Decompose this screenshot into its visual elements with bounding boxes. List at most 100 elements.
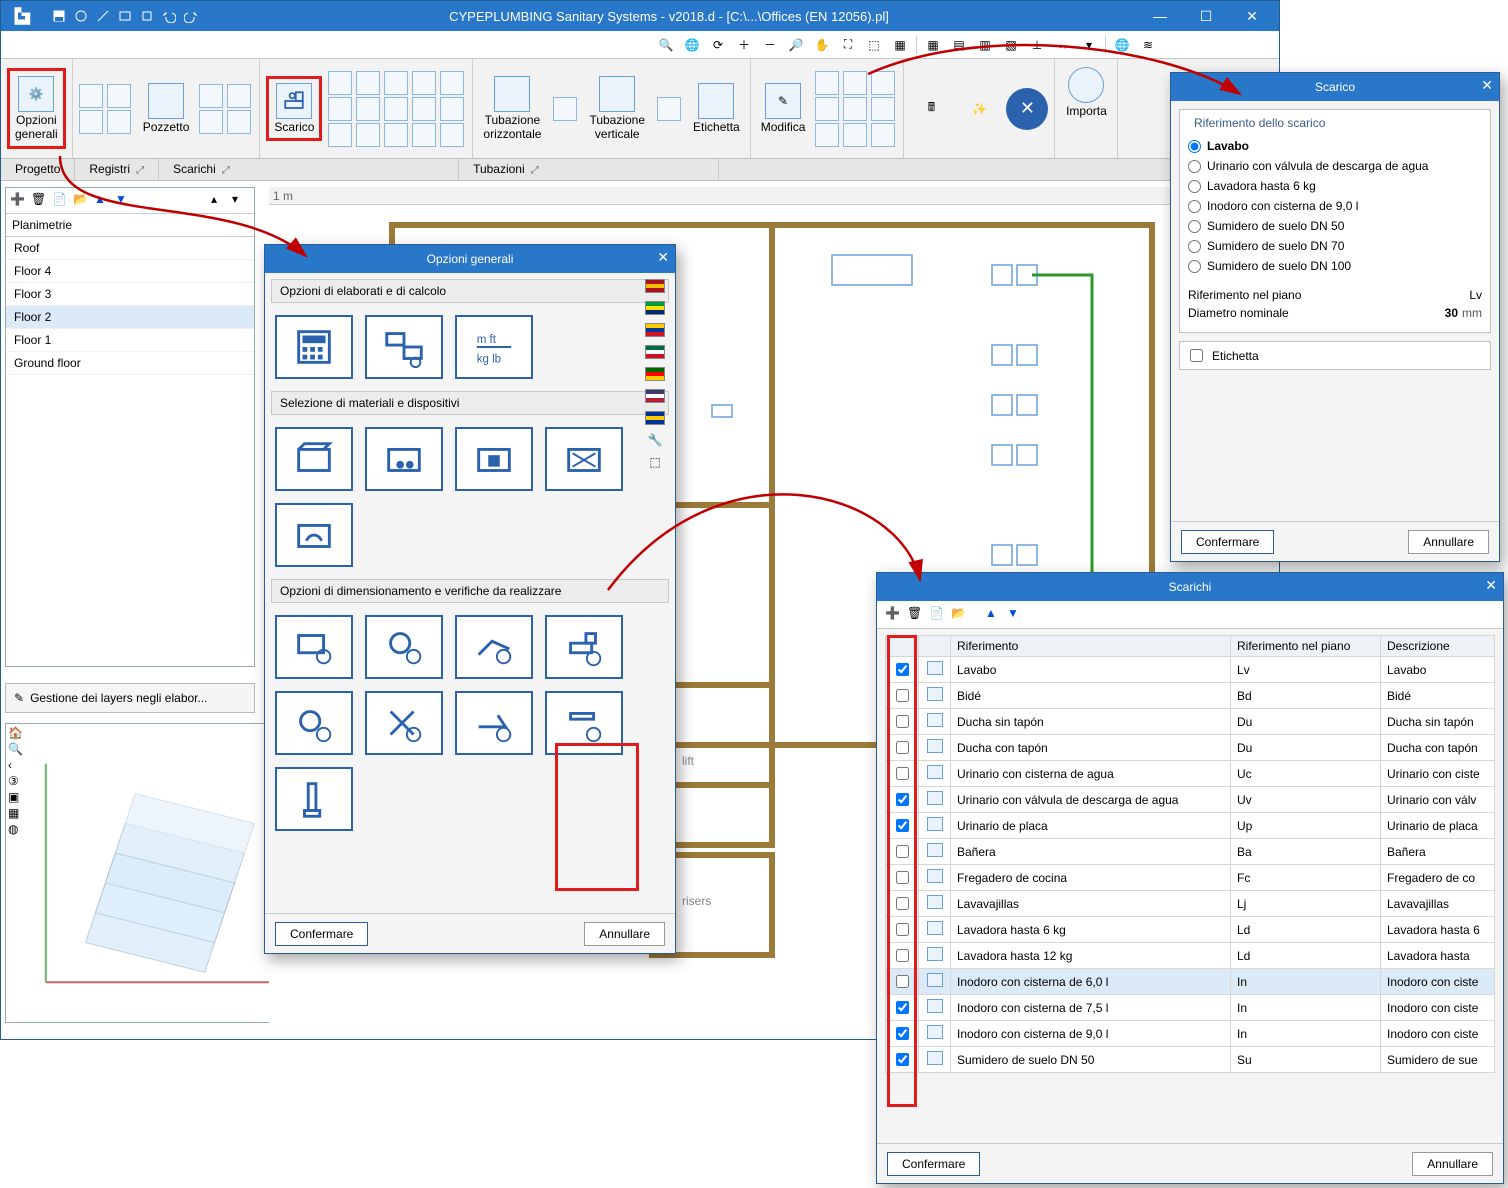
og-dim-9-icon[interactable]	[275, 767, 353, 831]
tool-zoom-out-icon[interactable]: －	[760, 35, 780, 55]
tool-grid2-icon[interactable]: ▤	[949, 35, 969, 55]
tool-more-icon[interactable]: ▾	[1079, 35, 1099, 55]
tool-fit-icon[interactable]: ⛶	[838, 35, 858, 55]
tool-layers-icon[interactable]: ≋	[1138, 35, 1158, 55]
og-calc-options-icon[interactable]	[275, 315, 353, 379]
add-icon[interactable]: ➕	[10, 192, 28, 210]
modifica-sub-icon[interactable]	[815, 123, 839, 147]
opzioni-generali-button[interactable]: ⚙️ Opzioni generali	[11, 72, 62, 144]
tool-globe-icon[interactable]: 🌐	[682, 35, 702, 55]
scarico-close-button[interactable]: ✕	[1481, 77, 1493, 94]
scarico-sub-icon[interactable]	[356, 123, 380, 147]
qat-btn-4-icon[interactable]	[115, 6, 135, 26]
tool-grid-icon[interactable]: ▦	[923, 35, 943, 55]
scarico-radio-row[interactable]: Sumidero de suelo DN 50	[1188, 216, 1482, 236]
pozzetto-sub-icon[interactable]	[79, 84, 103, 108]
tool-search-icon[interactable]: 🔎	[786, 35, 806, 55]
scarico-radio-row[interactable]: Urinario con válvula de descarga de agua	[1188, 156, 1482, 176]
open-icon[interactable]: 📂	[73, 192, 91, 210]
etichetta-row[interactable]: Etichetta	[1179, 341, 1491, 370]
og-dim-7-icon[interactable]	[455, 691, 533, 755]
tool-dim-icon[interactable]: ↔	[1053, 35, 1073, 55]
pozzetto-sub-icon[interactable]	[107, 84, 131, 108]
table-row[interactable]: LavavajillasLjLavavajillas	[886, 891, 1495, 917]
scarico-sub-icon[interactable]	[384, 97, 408, 121]
expand-icon[interactable]: ▾	[232, 192, 250, 210]
og-dim-2-icon[interactable]	[365, 615, 443, 679]
og-layout-options-icon[interactable]	[365, 315, 443, 379]
table-row[interactable]: BidéBdBidé	[886, 683, 1495, 709]
og-confirm-button[interactable]: Confermare	[275, 922, 368, 946]
table-row[interactable]: Inodoro con cisterna de 9,0 lInInodoro c…	[886, 1021, 1495, 1047]
scarico-radio-row[interactable]: Sumidero de suelo DN 100	[1188, 256, 1482, 276]
tool-find-icon[interactable]: 🔍	[656, 35, 676, 55]
etichetta-button[interactable]: Etichetta	[689, 79, 744, 138]
table-row[interactable]: Urinario de placaUpUrinario de placa	[886, 813, 1495, 839]
pipe-sub-icon[interactable]	[553, 97, 577, 121]
window-close-button[interactable]: ✕	[1229, 1, 1275, 31]
og-material-1-icon[interactable]	[275, 427, 353, 491]
dialog-launcher-icon[interactable]: ⤢	[222, 165, 230, 176]
collapse-icon[interactable]: ▴	[211, 192, 229, 210]
pipe-sub-icon[interactable]	[657, 97, 681, 121]
tree-item[interactable]: Floor 2	[6, 306, 254, 329]
calc-icon[interactable]: 🖩	[910, 88, 952, 130]
pozzetto-sub-icon[interactable]	[199, 84, 223, 108]
scarico-radio-row[interactable]: Inodoro con cisterna de 9,0 l	[1188, 196, 1482, 216]
pozzetto-sub-icon[interactable]	[227, 110, 251, 134]
view3d-tool-icon[interactable]: ▦	[8, 806, 23, 820]
tree-item[interactable]: Ground floor	[6, 352, 254, 375]
flag-icon[interactable]	[645, 411, 665, 425]
modifica-sub-icon[interactable]	[871, 71, 895, 95]
table-row[interactable]: Ducha con tapónDuDucha con tapón	[886, 735, 1495, 761]
scarico-sub-icon[interactable]	[356, 71, 380, 95]
view3d-tool-icon[interactable]: ▣	[8, 790, 23, 804]
tab-progetto[interactable]: Progetto	[1, 159, 75, 180]
tree-item[interactable]: Floor 4	[6, 260, 254, 283]
table-row[interactable]: Lavadora hasta 6 kgLdLavadora hasta 6	[886, 917, 1495, 943]
scarichi-cancel-button[interactable]: Annullare	[1412, 1152, 1493, 1176]
down-icon[interactable]: ▼	[115, 192, 133, 210]
open-icon[interactable]: 📂	[951, 606, 969, 624]
modifica-sub-icon[interactable]	[843, 97, 867, 121]
scarico-radio[interactable]	[1188, 260, 1201, 273]
tool-b-icon[interactable]: ▦	[890, 35, 910, 55]
tab-tubazioni[interactable]: Tubazioni⤢	[459, 159, 719, 180]
flag-icon[interactable]	[645, 367, 665, 381]
scarico-sub-icon[interactable]	[384, 71, 408, 95]
qat-redo-icon[interactable]	[181, 6, 201, 26]
wand-icon[interactable]: ✨	[958, 88, 1000, 130]
scarico-radio-row[interactable]: Lavadora hasta 6 kg	[1188, 176, 1482, 196]
tree-item[interactable]: Roof	[6, 237, 254, 260]
view3d-home-icon[interactable]: 🏠	[8, 726, 23, 740]
scarico-radio[interactable]	[1188, 140, 1201, 153]
add-icon[interactable]: ➕	[885, 606, 903, 624]
qat-save-icon[interactable]	[49, 6, 69, 26]
modifica-sub-icon[interactable]	[843, 123, 867, 147]
og-dim-3-icon[interactable]	[455, 615, 533, 679]
og-material-5-icon[interactable]	[275, 503, 353, 567]
qat-btn-2-icon[interactable]	[71, 6, 91, 26]
flag-icon[interactable]	[645, 279, 665, 293]
view3d-3d-icon[interactable]: ③	[8, 774, 23, 788]
tab-registri[interactable]: Registri⤢	[75, 159, 159, 180]
flag-icon[interactable]	[645, 345, 665, 359]
importa-button[interactable]: Importa	[1061, 63, 1111, 122]
tool-refresh-icon[interactable]: ⟳	[708, 35, 728, 55]
tool-a-icon[interactable]: ⬚	[864, 35, 884, 55]
scarico-radio[interactable]	[1188, 200, 1201, 213]
modifica-sub-icon[interactable]	[815, 71, 839, 95]
scarico-radio[interactable]	[1188, 160, 1201, 173]
scarico-sub-icon[interactable]	[356, 97, 380, 121]
copy-icon[interactable]: 📄	[52, 192, 70, 210]
og-material-2-icon[interactable]	[365, 427, 443, 491]
tool-zoom-in-icon[interactable]: ＋	[734, 35, 754, 55]
og-material-3-icon[interactable]	[455, 427, 533, 491]
window-maximize-button[interactable]: ☐	[1183, 1, 1229, 31]
modifica-sub-icon[interactable]	[871, 97, 895, 121]
table-row[interactable]: Inodoro con cisterna de 7,5 lInInodoro c…	[886, 995, 1495, 1021]
scarico-cancel-button[interactable]: Annullare	[1408, 530, 1489, 554]
up-icon[interactable]: ▲	[94, 192, 112, 210]
table-row[interactable]: Fregadero de cocinaFcFregadero de co	[886, 865, 1495, 891]
scarico-radio[interactable]	[1188, 220, 1201, 233]
